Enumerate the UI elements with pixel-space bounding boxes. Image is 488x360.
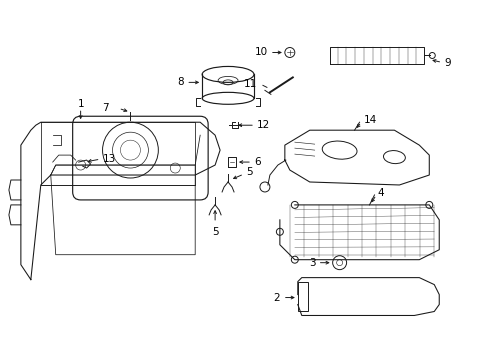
Text: 1: 1 (77, 99, 84, 109)
Text: 14: 14 (363, 115, 376, 125)
Bar (297, 282, 307, 311)
Text: 5: 5 (245, 167, 252, 177)
Text: 13: 13 (102, 154, 116, 164)
Text: 8: 8 (177, 77, 184, 87)
Text: 2: 2 (273, 293, 279, 302)
Text: 9: 9 (443, 58, 450, 68)
Text: 4: 4 (377, 188, 384, 198)
Text: 3: 3 (308, 258, 315, 268)
Text: 11: 11 (243, 79, 256, 89)
Text: 10: 10 (254, 48, 267, 58)
Text: 5: 5 (211, 227, 218, 237)
Text: 6: 6 (253, 157, 260, 167)
Text: 12: 12 (256, 120, 270, 130)
Text: 7: 7 (102, 103, 108, 113)
